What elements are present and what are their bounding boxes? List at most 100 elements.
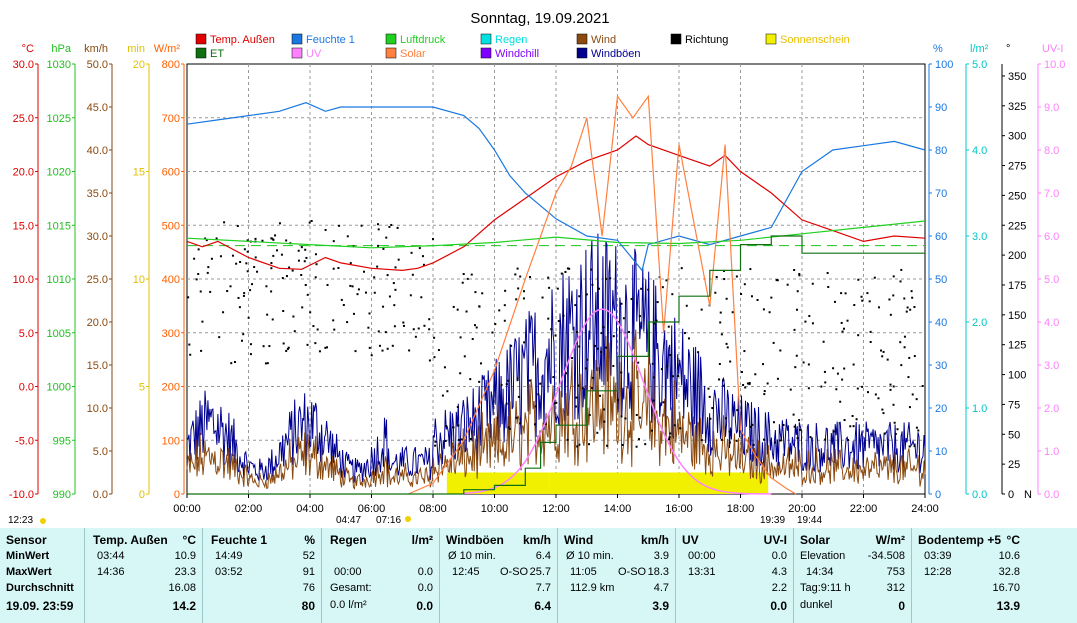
direction-dot [763, 393, 766, 396]
direction-dot [652, 376, 655, 379]
chart-title: Sonntag, 19.09.2021 [470, 10, 609, 27]
direction-dot [832, 367, 835, 370]
regen-header: Regen [330, 533, 367, 547]
direction-dot [553, 402, 556, 405]
direction-dot [557, 320, 560, 323]
direction-dot [728, 430, 731, 433]
right-tick-label: 6.0 [1044, 231, 1059, 243]
direction-dot [868, 300, 871, 303]
direction-dot [860, 295, 863, 298]
left-tick-label: 400 [162, 274, 180, 286]
direction-dot [306, 293, 309, 296]
direction-dot [823, 370, 826, 373]
left-tick-label: 5.0 [19, 328, 34, 340]
direction-dot [270, 290, 273, 293]
direction-dot [554, 334, 557, 337]
right-axis-unit-1: l/m² [970, 43, 989, 55]
left-tick-label: 15.0 [13, 220, 34, 232]
direction-dot [826, 271, 829, 274]
direction-dot [266, 313, 269, 316]
direction-dot [566, 438, 569, 441]
direction-dot [370, 354, 373, 357]
right-tick-label: 5.0 [1044, 274, 1059, 286]
direction-dot [772, 341, 775, 344]
direction-dot [822, 340, 825, 343]
direction-dot [515, 298, 518, 301]
right-tick-label: 325 [1008, 101, 1026, 113]
direction-dot [899, 280, 902, 283]
direction-dot [630, 298, 633, 301]
direction-dot [481, 292, 484, 295]
direction-dot [547, 317, 550, 320]
sun-moon-markers: 12:23 04:47 07:16 19:39 19:44 [8, 515, 822, 526]
direction-dot [748, 383, 751, 386]
direction-dot [578, 295, 581, 298]
direction-dot [620, 302, 623, 305]
direction-dot [478, 380, 481, 383]
direction-dot [276, 249, 279, 252]
right-tick-label: 9.0 [1044, 102, 1059, 114]
direction-dot [270, 267, 273, 270]
direction-dot [433, 356, 436, 359]
direction-dot [677, 374, 680, 377]
direction-dot [889, 388, 892, 391]
direction-dot [853, 303, 856, 306]
direction-dot [504, 289, 507, 292]
direction-dot [846, 438, 849, 441]
x-tick-label: 18:00 [727, 503, 755, 515]
direction-dot [896, 428, 899, 431]
left-tick-label: 20.0 [87, 317, 108, 329]
windboen-avg: 7.7 [535, 582, 551, 594]
col-feuchte: Feuchte 1 % 14:49 52 03:52 91 76 80 [203, 528, 322, 623]
legend-swatch-7 [195, 47, 207, 59]
direction-dot [588, 443, 591, 446]
direction-dot [635, 445, 638, 448]
right-tick-label: 50 [1008, 429, 1020, 441]
direction-dot [314, 253, 317, 256]
direction-dot [402, 321, 405, 324]
direction-dot [578, 443, 581, 446]
direction-dot [410, 251, 413, 254]
direction-dot [775, 279, 778, 282]
direction-dot [568, 267, 571, 270]
wind-current: 3.9 [652, 599, 669, 613]
direction-dot [201, 320, 204, 323]
direction-dot [833, 300, 836, 303]
right-tick-label: 8.0 [1044, 145, 1059, 157]
direction-dot [470, 273, 473, 276]
direction-dot [835, 388, 838, 391]
direction-dot [354, 350, 357, 353]
direction-dot [796, 308, 799, 311]
direction-dot [189, 353, 192, 356]
right-axis-unit-0: % [933, 43, 943, 55]
direction-dot [411, 273, 414, 276]
direction-dot [584, 367, 587, 370]
direction-dot [725, 297, 728, 300]
direction-dot [360, 224, 363, 227]
direction-dot [503, 304, 506, 307]
direction-dot [754, 373, 757, 376]
direction-dot [905, 310, 908, 313]
left-tick-label: 35.0 [87, 188, 108, 200]
direction-dot [909, 308, 912, 311]
left-tick-label: 25.0 [87, 274, 108, 286]
direction-dot [274, 234, 277, 237]
direction-dot [811, 322, 814, 325]
right-tick-label: 60 [935, 231, 947, 243]
direction-dot [428, 318, 431, 321]
left-tick-label: 1010 [47, 274, 71, 286]
x-tick-label: 24:00 [911, 503, 939, 515]
direction-dot [581, 387, 584, 390]
direction-dot [471, 338, 474, 341]
direction-dot [894, 433, 897, 436]
direction-dot [310, 219, 313, 222]
direction-dot [391, 344, 394, 347]
direction-dot [807, 363, 810, 366]
direction-dot [396, 226, 399, 229]
legend-swatch-1 [291, 33, 303, 45]
direction-dot [748, 381, 751, 384]
direction-dot [187, 296, 190, 299]
direction-dot [377, 244, 380, 247]
direction-dot [874, 393, 877, 396]
solar-avg: 312 [886, 582, 905, 594]
